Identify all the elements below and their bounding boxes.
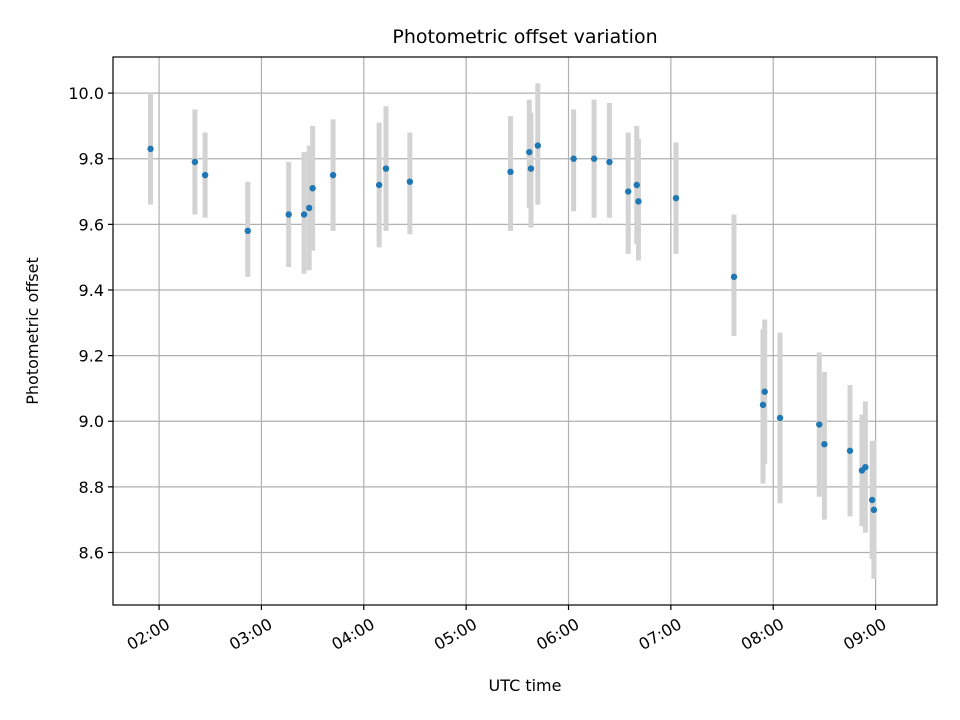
data-point bbox=[776, 414, 784, 422]
y-tick-label: 9.6 bbox=[79, 215, 104, 234]
data-point bbox=[527, 165, 535, 172]
data-point bbox=[590, 155, 598, 162]
data-points bbox=[147, 142, 878, 514]
y-tick-label: 9.4 bbox=[79, 281, 104, 300]
data-point bbox=[870, 506, 878, 514]
data-point bbox=[526, 148, 533, 156]
y-tick-label: 9.0 bbox=[79, 412, 104, 431]
data-point bbox=[147, 145, 154, 153]
data-point bbox=[862, 463, 869, 471]
y-tick-label: 9.8 bbox=[79, 150, 104, 169]
y-tick-label: 8.6 bbox=[79, 543, 104, 562]
y-axis-label: Photometric offset bbox=[23, 257, 42, 405]
data-point bbox=[507, 168, 514, 176]
plot-frame bbox=[112, 56, 938, 606]
data-point bbox=[191, 158, 199, 166]
data-point bbox=[759, 401, 767, 409]
data-point bbox=[606, 158, 613, 166]
grid bbox=[113, 57, 937, 605]
data-point bbox=[821, 441, 828, 448]
data-point bbox=[329, 171, 337, 179]
data-point bbox=[672, 194, 680, 202]
data-point bbox=[375, 181, 383, 189]
x-axis-label: UTC time bbox=[489, 676, 562, 695]
data-point bbox=[285, 211, 292, 218]
data-point bbox=[201, 171, 209, 179]
data-point bbox=[300, 211, 308, 218]
data-point bbox=[635, 198, 642, 205]
data-point bbox=[570, 155, 577, 162]
ticks: 02:00 03:00 04:00 05:00 06:00 07:00 08:00 09:00… bbox=[68, 84, 889, 654]
chart-title: Photometric offset variation bbox=[392, 26, 657, 48]
y-tick-label: 9.2 bbox=[79, 347, 104, 366]
data-point bbox=[730, 273, 738, 281]
data-point bbox=[816, 421, 823, 428]
data-point bbox=[633, 181, 640, 189]
data-point bbox=[406, 178, 414, 185]
data-point bbox=[309, 185, 316, 192]
data-point bbox=[382, 165, 390, 172]
data-point bbox=[305, 204, 313, 212]
data-point bbox=[846, 447, 854, 454]
data-point bbox=[625, 188, 632, 195]
y-tick-label: 10.0 bbox=[68, 84, 104, 103]
data-point bbox=[534, 142, 541, 149]
y-tick-label: 8.8 bbox=[79, 478, 104, 497]
data-point bbox=[761, 388, 768, 395]
data-point bbox=[868, 496, 876, 504]
data-point bbox=[244, 227, 251, 235]
